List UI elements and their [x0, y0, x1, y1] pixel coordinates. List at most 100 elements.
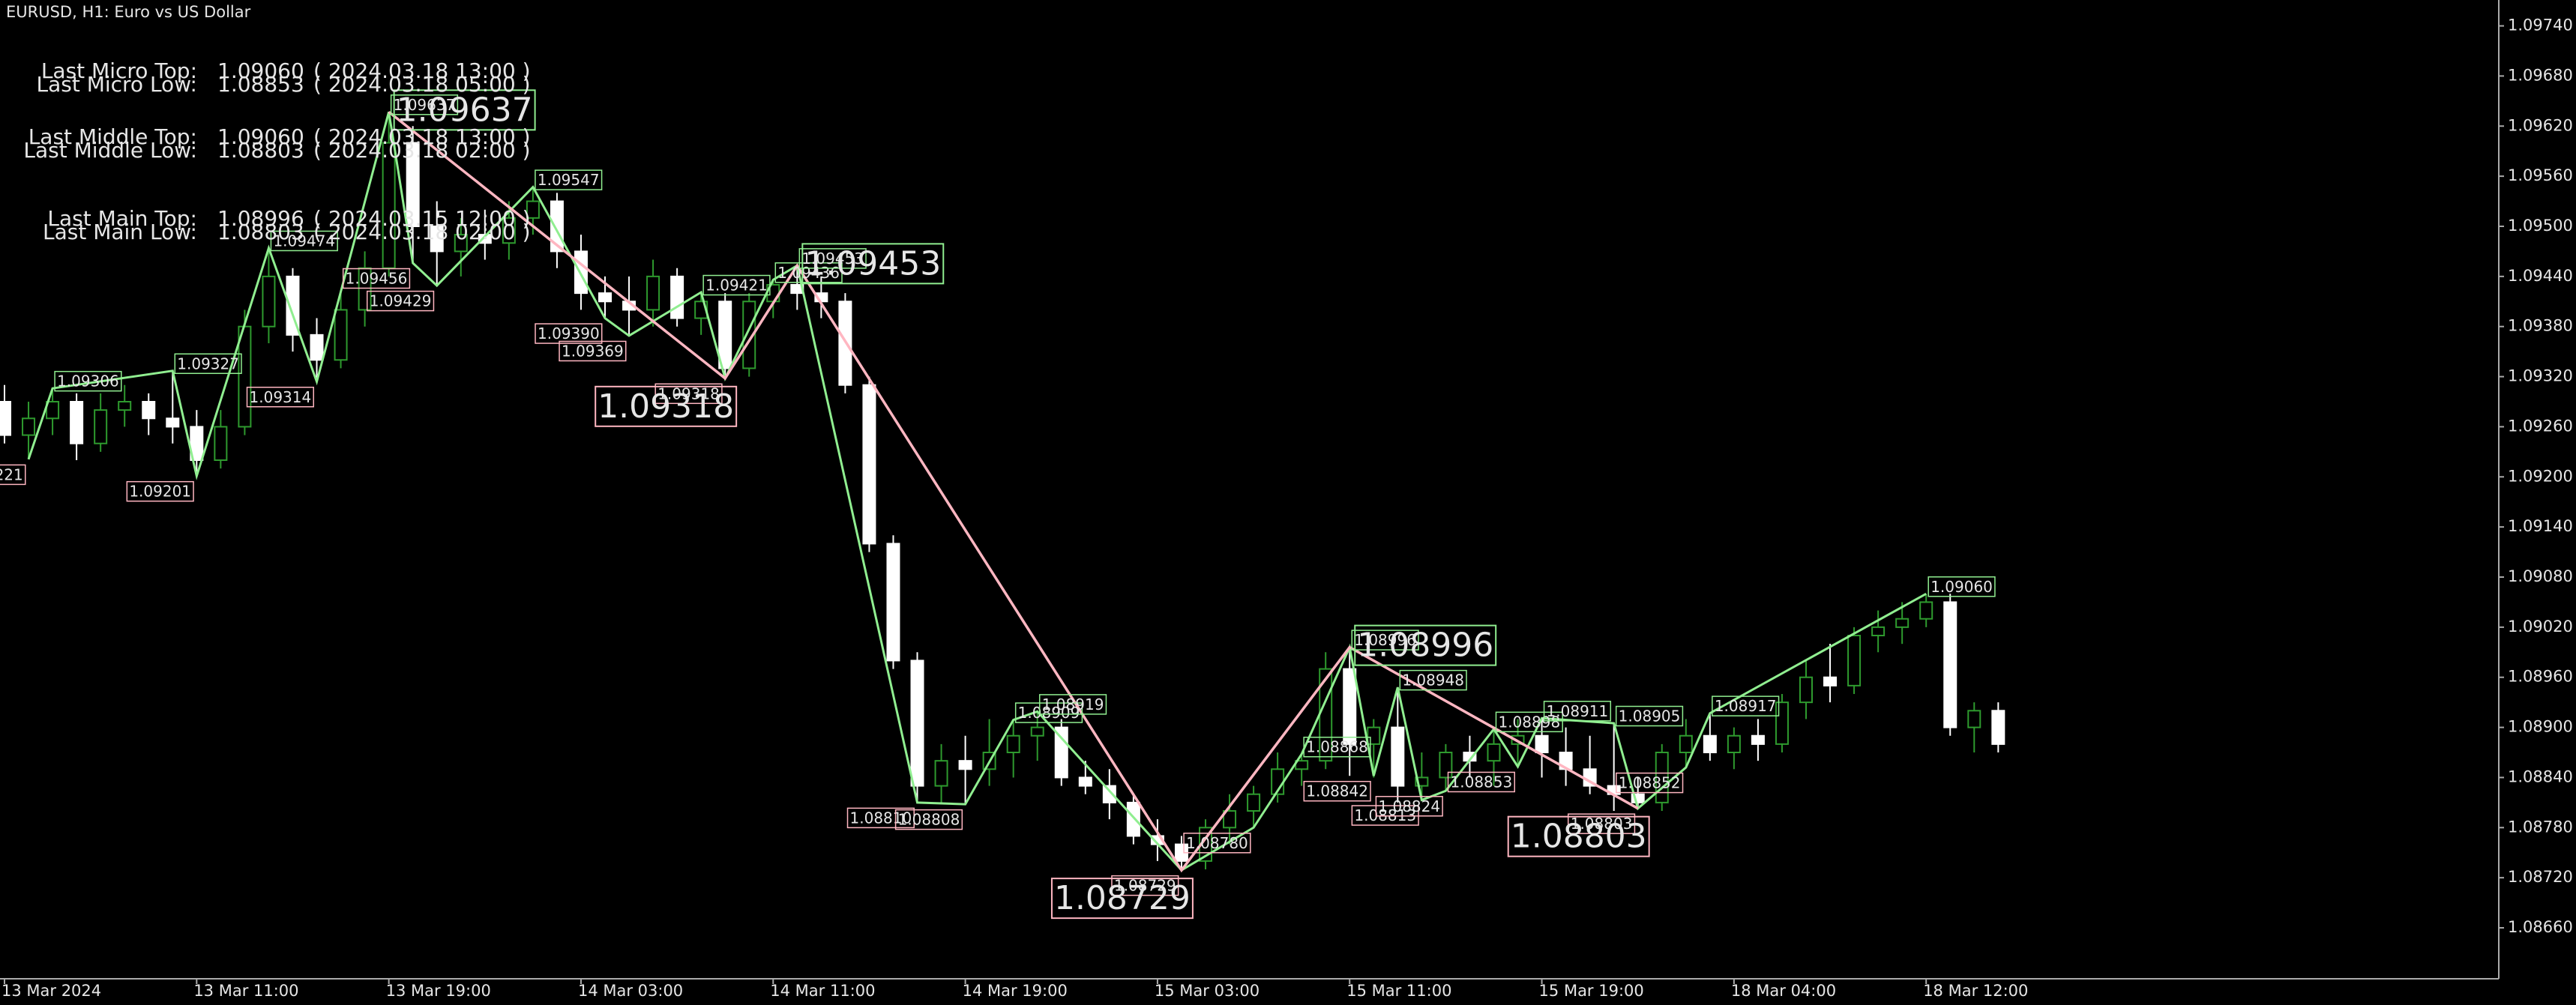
pivot-label-box	[1111, 875, 1179, 896]
candle-body	[1367, 726, 1381, 745]
candle-body	[1631, 793, 1645, 803]
candle-body	[406, 142, 420, 227]
pivot-label-box	[1351, 630, 1419, 651]
pivot-label-box	[595, 385, 738, 427]
pivot-label: 1.09421	[705, 277, 768, 295]
y-tick-label: 1.09020	[2508, 618, 2573, 636]
pivot-label: 1.08852	[1619, 774, 1681, 792]
candle-body	[910, 660, 924, 787]
pivot-label-box	[559, 340, 627, 362]
pivot-label: 1.09429	[370, 292, 432, 310]
candle-body	[1439, 752, 1453, 779]
candle-body	[1487, 743, 1501, 762]
candle-body	[1871, 626, 1886, 637]
pivot-label: 1.08919	[1042, 695, 1104, 713]
candle-body	[862, 384, 876, 545]
candle-body	[1415, 776, 1429, 787]
candle-body	[502, 217, 516, 244]
y-tick-label: 1.09200	[2508, 467, 2573, 485]
pivot-label: 1.08996	[1354, 631, 1416, 649]
candle-body	[1391, 726, 1405, 787]
x-tick-label: 14 Mar 19:00	[963, 982, 1068, 1000]
candle-body	[1343, 668, 1357, 745]
candle-body	[598, 292, 612, 303]
pivot-label: 1.08905	[1619, 707, 1681, 725]
pivot-label: 1.09369	[562, 342, 624, 360]
candle-body	[1030, 726, 1044, 737]
candle-body	[382, 142, 396, 269]
info-time: ( 2024.03.18 02:00 )	[313, 220, 531, 244]
candle-body	[334, 309, 348, 361]
y-tick-label: 1.09680	[2508, 66, 2573, 84]
candle-body	[118, 400, 132, 411]
pivot-label: 1.08898	[1498, 713, 1560, 731]
x-tick-label: 13 Mar 2024	[1, 982, 101, 1000]
pivot-label: 1.09327	[177, 354, 239, 372]
info-price: 1.09060	[217, 124, 304, 149]
candle-body	[1247, 793, 1261, 812]
candle-body	[1703, 734, 1717, 754]
info-label: Last Micro Top:	[41, 58, 197, 83]
pivot-label-box	[1712, 695, 1780, 716]
y-tick-label: 1.09560	[2508, 166, 2573, 184]
candle-body	[1919, 601, 1933, 620]
pivot-label: 1.09221	[0, 465, 23, 483]
pivot-label: 1.09314	[250, 388, 312, 406]
candle-body	[46, 400, 60, 420]
pivot-label-box	[1038, 694, 1107, 715]
pivot-label-box	[390, 94, 459, 115]
pivot-label-box	[1447, 771, 1515, 793]
x-tick-label: 13 Mar 11:00	[193, 982, 298, 1000]
x-tick-label: 18 Mar 12:00	[1923, 982, 2028, 1000]
candle-body	[1775, 701, 1789, 745]
pivot-label: 1.08853	[1451, 773, 1513, 791]
pivot-label-box	[54, 370, 122, 392]
pivot-label: 1.09060	[1931, 578, 1993, 596]
pivot-label-box	[174, 353, 242, 375]
pivot-label: 1.08917	[1715, 697, 1777, 715]
pivot-label: 1.09201	[129, 483, 191, 501]
pivot-label-box	[393, 89, 536, 131]
candle-body	[646, 275, 660, 311]
pivot-label-box	[1303, 780, 1371, 802]
pivot-label-box	[126, 480, 194, 502]
y-tick-label: 1.08780	[2508, 818, 2573, 836]
y-tick-label: 1.08720	[2508, 868, 2573, 886]
major-pivot-label: 1.09453	[804, 244, 941, 283]
major-pivot-label: 1.09637	[397, 91, 533, 129]
candle-body	[1535, 734, 1549, 754]
pivot-label: 1.08780	[1186, 834, 1248, 852]
micro-zigzag	[27, 111, 1927, 872]
candle-body	[1799, 676, 1813, 704]
pivot-label-box	[1507, 815, 1650, 857]
candle-body	[934, 760, 948, 787]
info-time: ( 2024.03.18 05:00 )	[313, 72, 531, 97]
candle-body	[238, 325, 252, 428]
pivot-label-box	[774, 262, 843, 283]
candle-body	[478, 234, 492, 244]
y-tick-label: 1.09440	[2508, 267, 2573, 285]
info-price: 1.09060	[217, 58, 304, 83]
chart-title: EURUSD, H1: Euro vs US Dollar	[6, 3, 251, 21]
info-price: 1.08853	[217, 72, 304, 97]
candle-body	[1078, 776, 1092, 787]
info-time: ( 2024.03.18 13:00 )	[313, 58, 531, 83]
info-price: 1.08803	[217, 138, 304, 163]
pivot-label: 1.08803	[1571, 815, 1633, 833]
pivot-label-box	[1399, 669, 1467, 691]
x-tick-label: 14 Mar 11:00	[770, 982, 875, 1000]
pivot-label: 1.09453	[801, 250, 864, 268]
candle-body	[190, 426, 204, 461]
pivot-label-box	[798, 248, 867, 269]
y-tick-label: 1.09080	[2508, 567, 2573, 585]
pivot-label: 1.09547	[538, 171, 600, 189]
pivot-label: 1.09474	[273, 232, 335, 250]
candle-body	[166, 417, 180, 428]
candle-body	[958, 760, 972, 770]
main-zigzag	[388, 110, 1639, 873]
candle-body	[550, 200, 564, 253]
candle-body	[1126, 801, 1140, 837]
pivot-label-box	[535, 169, 603, 190]
